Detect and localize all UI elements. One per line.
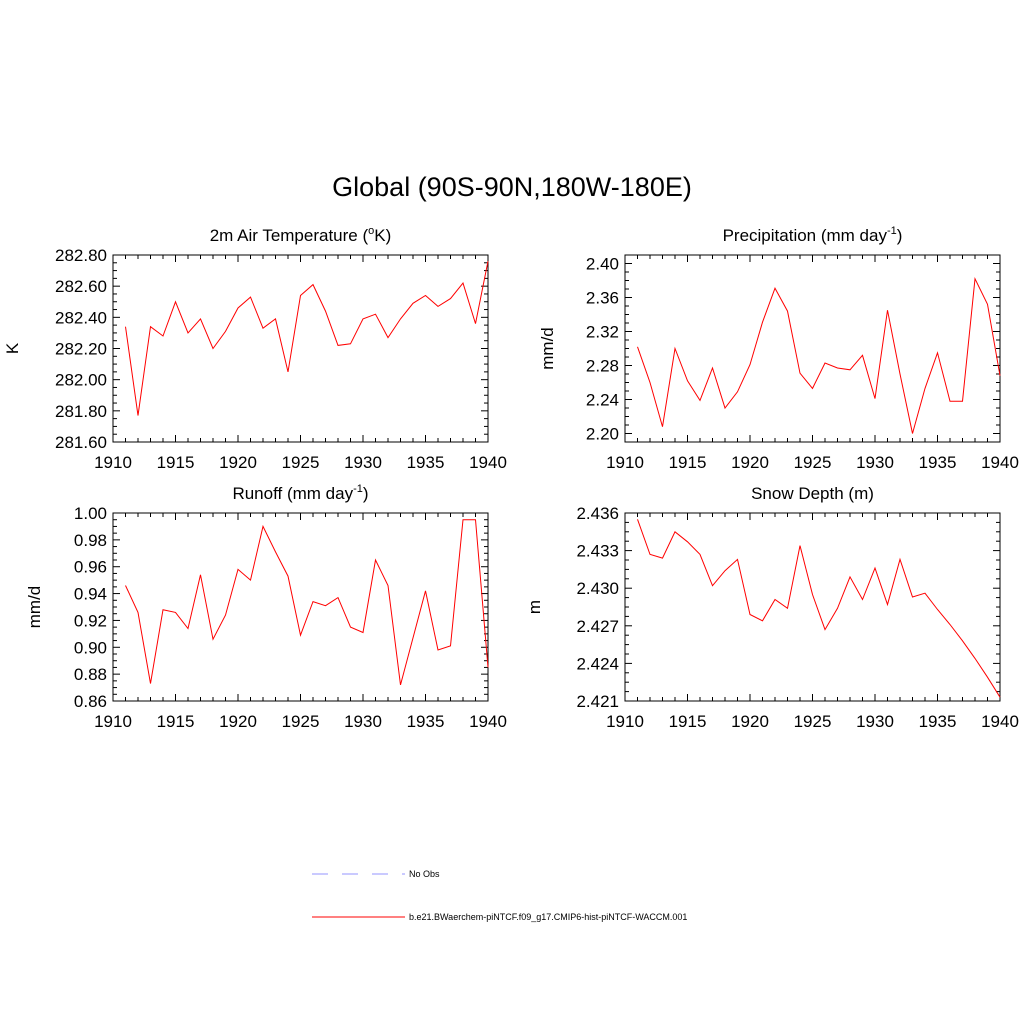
x-tick-label: 1915 [157, 453, 195, 472]
y-tick-label: 0.94 [74, 585, 107, 604]
plot-frame [624, 254, 1001, 443]
x-tick-label: 1930 [856, 712, 894, 731]
x-tick-label: 1925 [282, 453, 320, 472]
x-tick-label: 1930 [344, 453, 382, 472]
y-tick-label: 0.90 [74, 638, 107, 657]
x-tick-label: 1915 [669, 453, 707, 472]
plot-frame [624, 512, 1001, 702]
chart-panel-1: 1910 1915 1920 1925 1930 1935 1940 281.60 281.80… [3, 225, 507, 472]
plot-frame [112, 254, 489, 443]
chart-panel-3: 1910 1915 1920 1925 1930 1935 1940 0.86 0.88 0.90… [25, 483, 507, 731]
y-axis-label: K [3, 342, 22, 354]
panel-title: Precipitation (mm day-1) [723, 225, 903, 245]
x-tick-label: 1935 [407, 453, 445, 472]
series-line [637, 519, 1001, 698]
x-tick-label: 1920 [731, 712, 769, 731]
chart-panel-2: 1910 1915 1920 1925 1930 1935 1940 2.20 2.24 2.28… [538, 225, 1019, 472]
y-tick-label: 281.80 [55, 402, 107, 421]
x-tick-label: 1915 [669, 712, 707, 731]
y-tick-label: 0.88 [74, 665, 107, 684]
y-tick-label: 282.20 [55, 340, 107, 359]
x-tick-label: 1940 [469, 453, 507, 472]
panel-title: Runoff (mm day-1) [232, 483, 368, 503]
y-tick-label: 281.60 [55, 433, 107, 452]
y-tick-label: 1.00 [74, 504, 107, 523]
y-tick-label: 282.60 [55, 277, 107, 296]
x-tick-label: 1935 [919, 453, 957, 472]
y-tick-label: 2.421 [576, 692, 619, 711]
y-tick-label: 2.427 [576, 617, 619, 636]
x-tick-label: 1940 [469, 712, 507, 731]
x-tick-label: 1930 [344, 712, 382, 731]
y-axis-label: mm/d [538, 327, 557, 370]
x-tick-label: 1910 [94, 712, 132, 731]
x-tick-label: 1920 [731, 453, 769, 472]
y-tick-label: 2.32 [586, 323, 619, 342]
y-tick-label: 0.92 [74, 611, 107, 630]
y-tick-label: 282.40 [55, 308, 107, 327]
series-line [125, 261, 489, 416]
x-tick-label: 1925 [282, 712, 320, 731]
y-tick-label: 2.28 [586, 357, 619, 376]
series-line [125, 519, 489, 686]
x-tick-label: 1910 [606, 453, 644, 472]
plot-frame [112, 512, 489, 702]
y-tick-label: 2.24 [586, 391, 619, 410]
x-tick-label: 1925 [794, 453, 832, 472]
x-tick-label: 1920 [219, 712, 257, 731]
panel-title: 2m Air Temperature (oK) [210, 225, 392, 245]
legend: No Obs b.e21.BWaerchem-piNTCF.f09_g17.CMI… [312, 869, 687, 922]
y-tick-label: 2.424 [576, 654, 619, 673]
y-tick-label: 2.433 [576, 542, 619, 561]
x-tick-label: 1940 [981, 453, 1019, 472]
y-tick-label: 0.86 [74, 692, 107, 711]
y-tick-label: 2.20 [586, 425, 619, 444]
y-tick-label: 2.436 [576, 504, 619, 523]
x-tick-label: 1910 [94, 453, 132, 472]
chart-panel-4: 1910 1915 1920 1925 1930 1935 1940 2.421 2.424 2.… [525, 484, 1019, 731]
y-tick-label: 2.40 [586, 255, 619, 274]
series-line [637, 277, 1001, 434]
x-tick-label: 1935 [919, 712, 957, 731]
y-tick-label: 2.36 [586, 289, 619, 308]
x-tick-label: 1910 [606, 712, 644, 731]
legend-label-model: b.e21.BWaerchem-piNTCF.f09_g17.CMIP6-his… [409, 912, 687, 922]
x-tick-label: 1935 [407, 712, 445, 731]
legend-label-no-obs: No Obs [409, 869, 440, 879]
x-tick-label: 1915 [157, 712, 195, 731]
y-tick-label: 282.80 [55, 246, 107, 265]
panel-title: Snow Depth (m) [751, 484, 874, 503]
y-tick-label: 0.98 [74, 531, 107, 550]
x-tick-label: 1920 [219, 453, 257, 472]
y-tick-label: 2.430 [576, 579, 619, 598]
x-tick-label: 1930 [856, 453, 894, 472]
y-axis-label: mm/d [25, 586, 44, 629]
x-tick-label: 1940 [981, 712, 1019, 731]
page-title: Global (90S-90N,180W-180E) [332, 172, 692, 202]
y-axis-label: m [525, 600, 544, 614]
y-tick-label: 0.96 [74, 558, 107, 577]
x-tick-label: 1925 [794, 712, 832, 731]
y-tick-label: 282.00 [55, 371, 107, 390]
